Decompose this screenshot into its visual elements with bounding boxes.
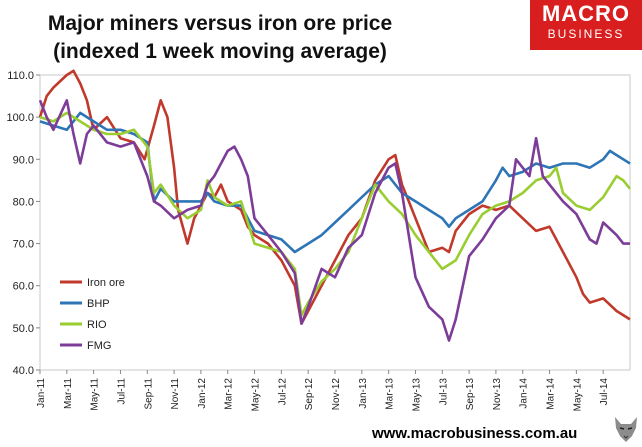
legend-label: Iron ore	[87, 277, 125, 289]
x-tick-label: Jul-11	[116, 378, 127, 405]
x-tick-label: May-12	[251, 378, 262, 412]
x-tick-label: Mar-11	[63, 378, 74, 409]
x-tick-label: Jul-13	[438, 378, 449, 406]
x-tick-label: May-13	[411, 378, 422, 412]
x-tick-label: Jan-11	[36, 378, 47, 408]
y-tick-label: 90.0	[13, 154, 34, 166]
legend-label: BHP	[87, 298, 110, 310]
x-tick-label: Sep-12	[304, 378, 315, 411]
logo-line2: BUSINESS	[547, 27, 625, 41]
x-tick-label: Jan-14	[519, 378, 530, 409]
series-line-fmg	[38, 99, 630, 342]
x-tick-label: Nov-11	[170, 378, 181, 410]
x-tick-label: Sep-13	[465, 378, 476, 411]
x-tick-label: May-11	[90, 378, 101, 411]
x-tick-label: Jul-14	[599, 378, 610, 406]
x-tick-label: Sep-11	[143, 378, 154, 410]
legend-label: FMG	[87, 340, 111, 352]
x-tick-label: Mar-13	[385, 378, 396, 410]
series-line-rio	[39, 111, 632, 317]
x-tick-label: May-14	[572, 378, 583, 412]
logo-line1: MACRO	[541, 1, 631, 26]
y-tick-label: 70.0	[13, 239, 34, 251]
y-tick-label: 80.0	[13, 196, 34, 208]
chart-title-line2: (indexed 1 week moving average)	[53, 40, 387, 63]
x-tick-label: Jul-12	[277, 378, 288, 406]
x-tick-label: Nov-13	[492, 378, 503, 411]
y-tick-label: 100.0	[6, 112, 34, 124]
y-tick-label: 60.0	[13, 281, 34, 293]
x-tick-label: Mar-12	[224, 378, 235, 410]
chart-title-line1: Major miners versus iron ore price	[47, 12, 393, 35]
series-line-bhp	[39, 111, 631, 254]
footer-url: www.macrobusiness.com.au	[372, 425, 578, 442]
series-line-iron-ore	[38, 69, 631, 325]
x-tick-label: Nov-12	[331, 378, 342, 411]
wolf-logo-icon	[612, 414, 640, 444]
macrobusiness-logo: MACRO BUSINESS	[530, 0, 642, 50]
y-tick-label: 40.0	[13, 365, 34, 377]
legend-label: RIO	[87, 319, 107, 331]
y-tick-label: 50.0	[13, 323, 34, 335]
x-tick-label: Jan-12	[197, 378, 208, 409]
x-tick-label: Jan-13	[358, 378, 369, 409]
x-tick-label: Mar-14	[546, 378, 557, 410]
y-tick-label: 110.0	[7, 70, 34, 82]
